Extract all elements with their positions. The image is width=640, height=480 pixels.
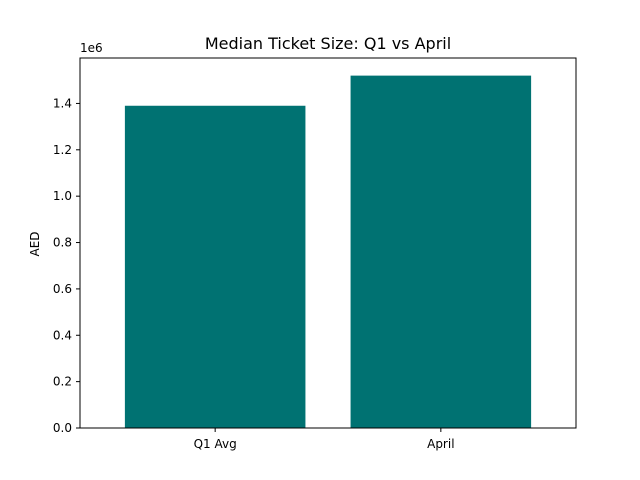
y-tick-label: 1.0: [53, 189, 72, 203]
y-tick-label: 0.4: [53, 328, 72, 342]
x-tick-label: April: [427, 437, 454, 451]
x-tick-label: Q1 Avg: [194, 437, 237, 451]
bar-q1-avg: [124, 105, 306, 428]
bar-april: [350, 75, 532, 428]
y-axis-ticks: 0.0 0.2 0.4 0.6 0.8 1.0 1.2 1.4: [53, 96, 80, 435]
y-axis-offset-text: 1e6: [80, 41, 103, 55]
bars-group: [124, 75, 532, 428]
y-tick-label: 1.4: [53, 96, 72, 110]
y-tick-label: 0.6: [53, 282, 72, 296]
y-tick-label: 0.2: [53, 375, 72, 389]
x-axis-ticks: Q1 Avg April: [194, 428, 455, 451]
plot-frame: [79, 57, 577, 429]
y-axis-label: AED: [28, 231, 42, 256]
chart-title: Median Ticket Size: Q1 vs April: [205, 34, 451, 53]
y-tick-label: 0.0: [53, 421, 72, 435]
y-tick-label: 1.2: [53, 143, 72, 157]
y-tick-label: 0.8: [53, 236, 72, 250]
